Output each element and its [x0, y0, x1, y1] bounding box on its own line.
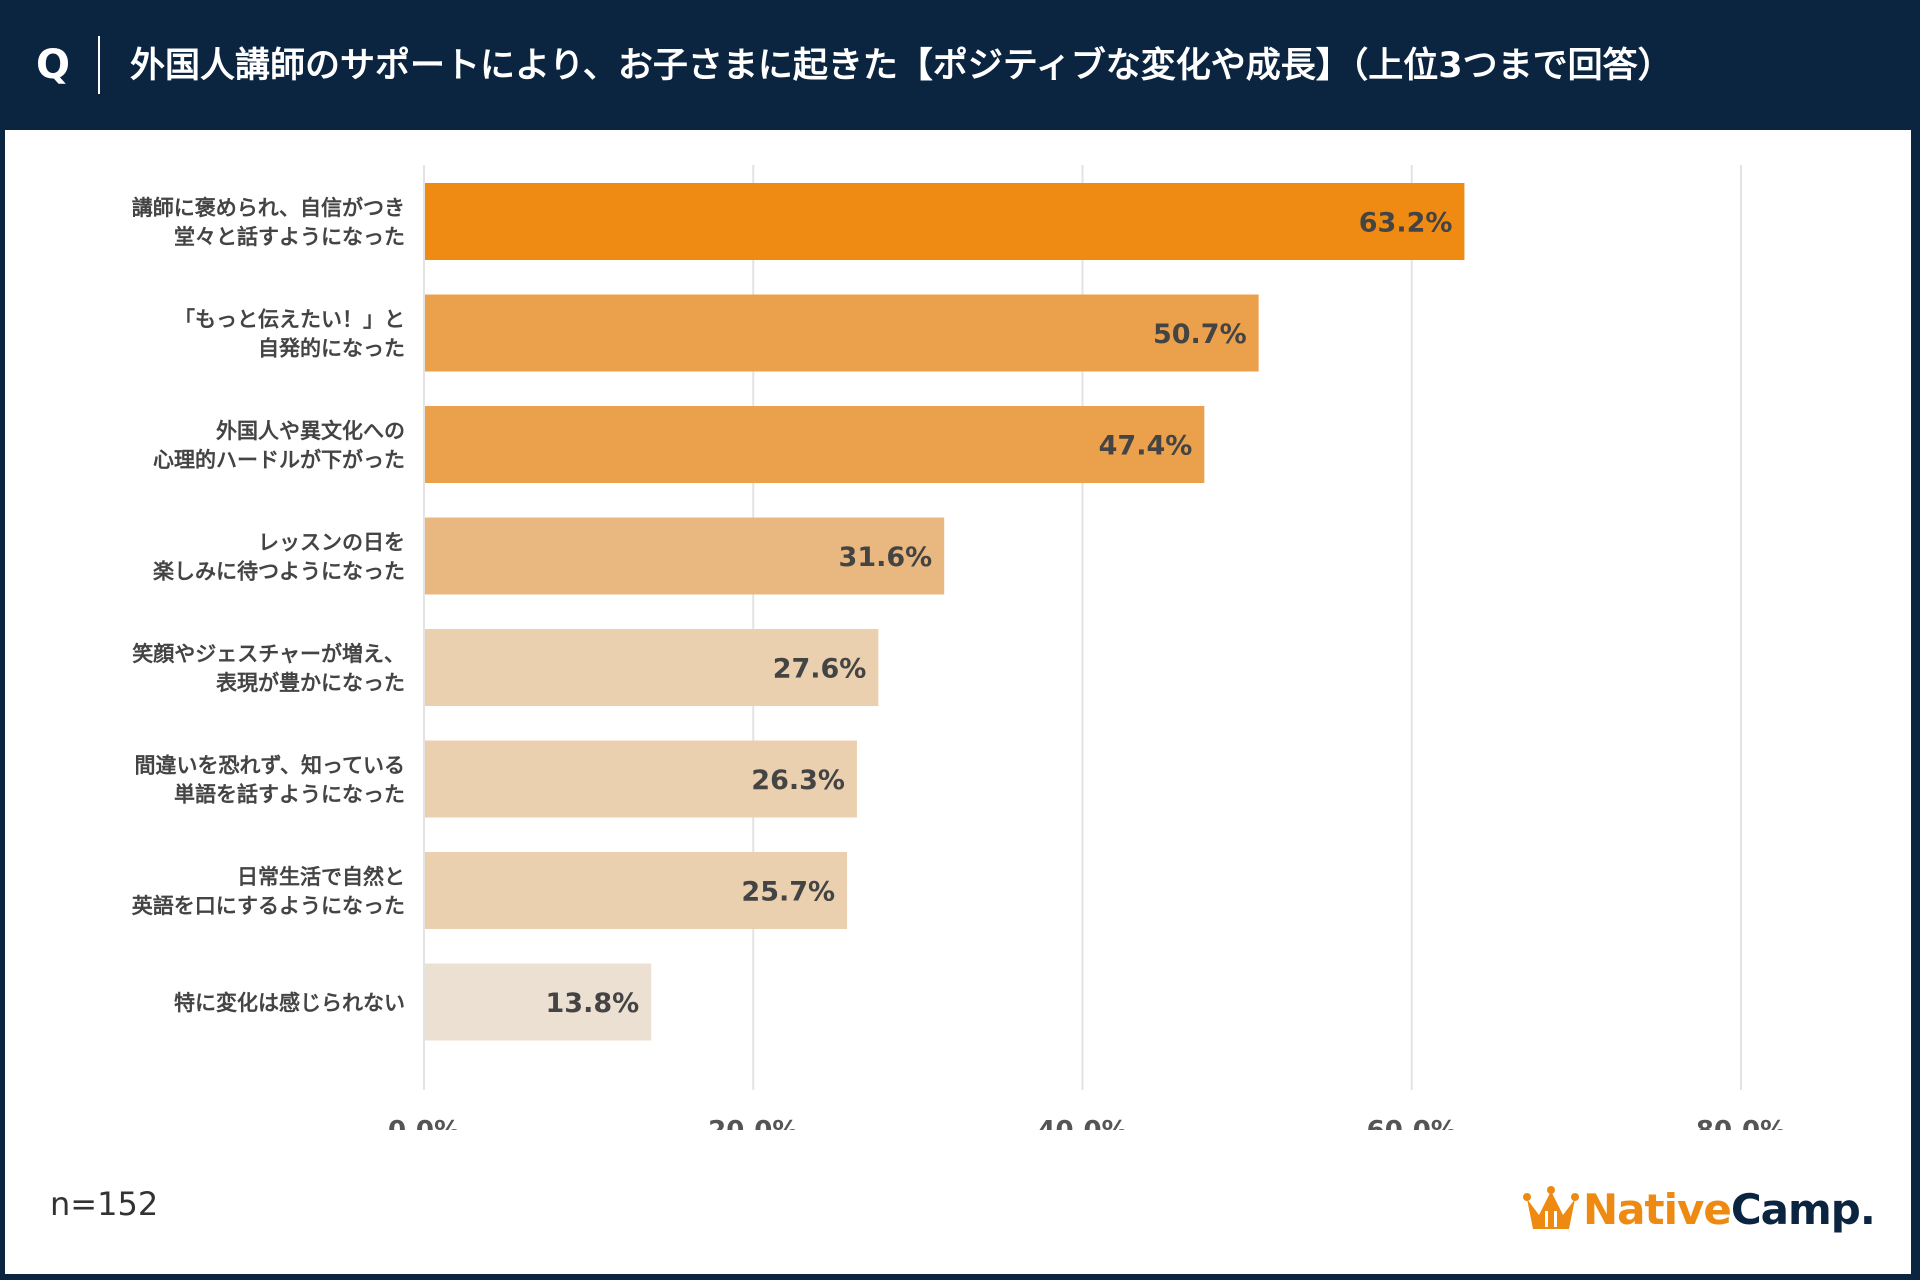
chart-panel: 63.2% 講師に褒められ、自信がつき堂々と話すようになった 50.7% 「もっと伝え…	[5, 130, 1911, 1274]
bar	[424, 294, 1259, 372]
logo-word-camp: Camp.	[1730, 1185, 1876, 1234]
category-label: 間違いを恐れず、知っている	[135, 754, 405, 778]
category-label: 自発的になった	[258, 337, 405, 361]
bar	[424, 629, 879, 706]
bar	[424, 183, 1465, 260]
x-tick-label: 60.0%	[1367, 1116, 1457, 1130]
question-mark: Q	[36, 42, 71, 88]
category-label: 単語を話すようになった	[174, 783, 405, 807]
bar	[424, 740, 857, 818]
sample-size-label: n=152	[50, 1185, 159, 1223]
bar-value-label: 25.7%	[741, 877, 835, 908]
category-label: 講師に褒められ、自信がつき	[132, 196, 405, 220]
category-label: レッスンの日を	[258, 531, 405, 555]
x-tick-label: 20.0%	[708, 1116, 798, 1130]
bar-value-label: 27.6%	[773, 654, 867, 685]
x-tick-label: 80.0%	[1696, 1116, 1786, 1130]
category-label: 「もっと伝えたい！」と	[174, 308, 405, 332]
category-label: 堂々と話すようになった	[174, 225, 405, 249]
logo-text: NativeCamp.	[1583, 1175, 1876, 1245]
crown-icon	[1523, 1186, 1579, 1229]
bar	[424, 406, 1205, 483]
bar-value-label: 50.7%	[1153, 319, 1247, 350]
bar-value-label: 26.3%	[751, 765, 845, 796]
category-label: 笑顔やジェスチャーが増え、	[132, 642, 405, 666]
bar-value-label: 13.8%	[546, 988, 640, 1019]
bar-value-label: 63.2%	[1359, 208, 1453, 239]
logo-word-native: Native	[1583, 1185, 1732, 1234]
category-label: 楽しみに待つようになった	[153, 560, 405, 584]
bar	[424, 963, 652, 1041]
question-header: Q 外国人講師のサポートにより、お子さまに起きた【ポジティブな変化や成長】（上位…	[0, 0, 1920, 130]
x-tick-label: 0.0%	[388, 1116, 460, 1130]
bar	[424, 517, 945, 595]
category-label: 外国人や異文化への	[216, 419, 405, 443]
category-label: 心理的ハードルが下がった	[153, 448, 405, 472]
bar	[424, 852, 848, 929]
x-tick-label: 40.0%	[1037, 1116, 1127, 1130]
question-title: 外国人講師のサポートにより、お子さまに起きた【ポジティブな変化や成長】（上位3つ…	[130, 46, 1673, 86]
category-label: 特に変化は感じられない	[174, 991, 405, 1015]
category-label: 表現が豊かになった	[216, 671, 405, 695]
category-label: 英語を口にするようになった	[132, 894, 405, 918]
header-divider	[98, 36, 100, 94]
category-label: 日常生活で自然と	[237, 865, 405, 889]
nativecamp-logo: NativeCamp.	[1515, 1175, 1905, 1245]
bar-value-label: 31.6%	[839, 542, 933, 573]
bar-value-label: 47.4%	[1099, 431, 1193, 462]
